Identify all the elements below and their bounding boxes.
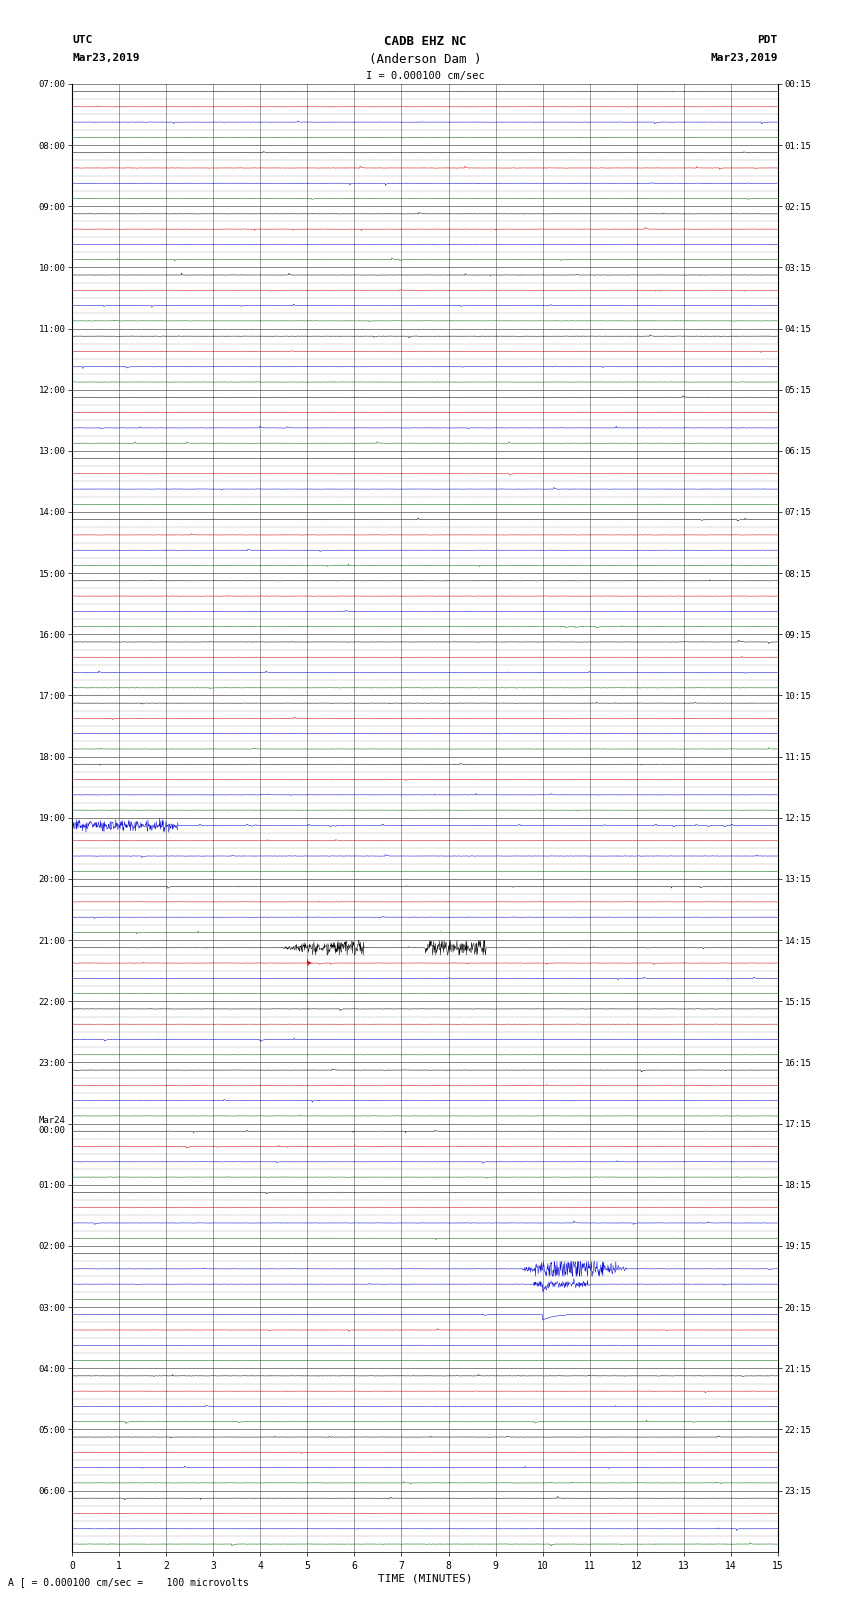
Text: UTC: UTC	[72, 35, 93, 45]
Text: PDT: PDT	[757, 35, 778, 45]
Text: Mar23,2019: Mar23,2019	[72, 53, 139, 63]
Text: (Anderson Dam ): (Anderson Dam )	[369, 53, 481, 66]
Text: CADB EHZ NC: CADB EHZ NC	[383, 35, 467, 48]
Text: A [ = 0.000100 cm/sec =    100 microvolts: A [ = 0.000100 cm/sec = 100 microvolts	[8, 1578, 249, 1587]
X-axis label: TIME (MINUTES): TIME (MINUTES)	[377, 1574, 473, 1584]
Text: I = 0.000100 cm/sec: I = 0.000100 cm/sec	[366, 71, 484, 81]
Text: Mar23,2019: Mar23,2019	[711, 53, 778, 63]
